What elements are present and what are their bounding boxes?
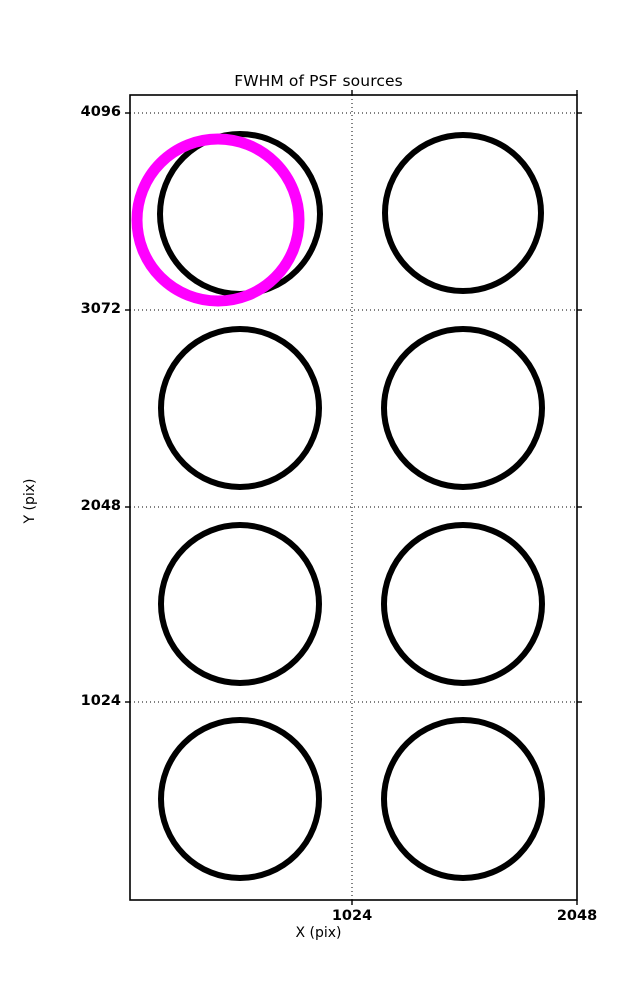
psf-circle [381,522,545,686]
psf-circle [381,326,545,490]
x-axis-label: X (pix) [295,925,342,941]
axes-frame [129,94,578,901]
axes-spines [129,94,578,901]
y-tick-label: 4096 [80,104,121,120]
gridlines [130,95,577,900]
y-tick-label: 3072 [80,301,121,317]
psf-circle [158,717,322,881]
data-markers [131,131,545,881]
x-tick-label: 1024 [331,908,373,924]
y-tick-label: 2048 [80,498,121,514]
psf-circle [158,326,322,490]
psf-circle-highlighted [131,133,305,307]
psf-circle [382,132,544,294]
marker-group [131,131,545,881]
x-tick-label: 2048 [556,908,598,924]
psf-circle [158,522,322,686]
y-axis-label: Y (pix) [22,478,38,524]
psf-circle [381,717,545,881]
page-title: FWHM of PSF sources [234,72,403,90]
tick-marks [125,90,582,905]
y-tick-label: 1024 [80,693,121,709]
